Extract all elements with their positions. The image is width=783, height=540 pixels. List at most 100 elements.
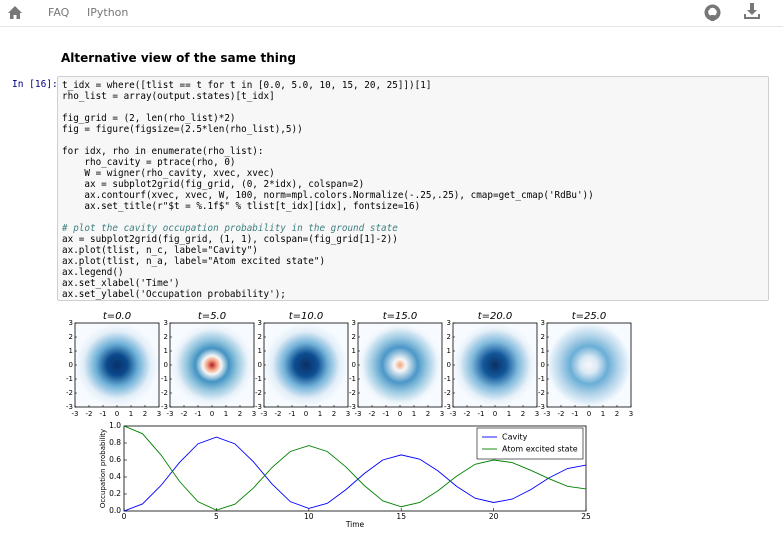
- x-tick-label: 2: [615, 410, 619, 418]
- figure: t=0.0-3-3-2-2-1-100112233t=5.0-3-3-2-2-1…: [66, 311, 633, 529]
- x-tick-label: 1: [412, 410, 416, 418]
- x-tick-label: 1: [129, 410, 133, 418]
- y-tick-label: -1: [66, 375, 73, 383]
- x-tick-label: -1: [572, 410, 579, 418]
- legend-label: Cavity: [502, 433, 528, 442]
- x-tick-label: 20: [489, 512, 499, 521]
- y-tick-label: -2: [349, 389, 356, 397]
- wigner-plot: [263, 322, 349, 408]
- y-tick-label: 0.6: [109, 455, 121, 464]
- code-line: for idx, rho in enumerate(rho_list):: [62, 146, 264, 157]
- x-tick-label: 10: [304, 512, 314, 521]
- code-line: rho_list = array(output.states)[t_idx]: [62, 91, 275, 102]
- code-line: ax = subplot2grid(fig_grid, (1, 1), cols…: [62, 234, 398, 245]
- x-tick-label: -3: [355, 410, 362, 418]
- x-tick-label: 2: [238, 410, 242, 418]
- y-tick-label: 2: [69, 333, 73, 341]
- panel-title: t=5.0: [198, 311, 226, 322]
- code-line: ax.legend(): [62, 267, 124, 278]
- x-tick-label: -1: [289, 410, 296, 418]
- x-tick-label: 1: [601, 410, 605, 418]
- x-tick-label: 2: [426, 410, 430, 418]
- code-block: # plot the cavity occupation probability…: [62, 223, 764, 300]
- home-icon[interactable]: [7, 5, 23, 20]
- github-icon[interactable]: [704, 4, 721, 21]
- y-tick-label: 0.8: [109, 438, 121, 447]
- y-tick-label: -3: [161, 403, 168, 411]
- x-tick-label: 0: [493, 410, 497, 418]
- code-block: t_idx = where([tlist == t for t in [0.0,…: [62, 80, 764, 102]
- code-line: fig_grid = (2, len(rho_list)*2): [62, 113, 236, 124]
- x-tick-label: -1: [195, 410, 202, 418]
- wigner-plot: [546, 322, 632, 408]
- y-tick-label: -1: [444, 375, 451, 383]
- x-axis-label: Time: [345, 520, 365, 529]
- code-line: # plot the cavity occupation probability…: [62, 223, 398, 234]
- y-tick-label: 1: [164, 347, 168, 355]
- x-tick-label: 0: [587, 410, 591, 418]
- y-tick-label: -1: [538, 375, 545, 383]
- x-tick-label: 2: [143, 410, 147, 418]
- x-tick-label: 0: [115, 410, 119, 418]
- x-tick-label: 1: [224, 410, 228, 418]
- x-tick-label: -2: [558, 410, 565, 418]
- code-line: rho_cavity = ptrace(rho, 0): [62, 157, 236, 168]
- y-axis-label: Occupation probability: [99, 429, 107, 508]
- x-tick-label: 5: [214, 512, 219, 521]
- y-tick-label: 3: [69, 319, 73, 327]
- navbar: FAQ IPython: [0, 0, 783, 27]
- download-icon[interactable]: [743, 2, 761, 20]
- y-tick-label: 1: [258, 347, 262, 355]
- heading: Alternative view of the same thing: [61, 51, 296, 65]
- x-tick-label: 0: [398, 410, 402, 418]
- y-tick-label: -1: [255, 375, 262, 383]
- y-tick-label: 2: [258, 333, 262, 341]
- nav-link[interactable]: IPython: [87, 6, 129, 19]
- x-tick-label: 3: [157, 410, 161, 418]
- code-line: ax.plot(tlist, n_a, label="Atom excited …: [62, 256, 326, 267]
- series-line: [123, 436, 587, 512]
- y-tick-label: -3: [538, 403, 545, 411]
- y-tick-label: 0: [352, 361, 356, 369]
- y-tick-label: 1.0: [109, 421, 121, 430]
- y-tick-label: -1: [349, 375, 356, 383]
- y-tick-label: 3: [352, 319, 356, 327]
- y-tick-label: 3: [258, 319, 262, 327]
- nav-link[interactable]: FAQ: [48, 6, 70, 19]
- y-tick-label: 3: [164, 319, 168, 327]
- y-tick-label: 0.2: [109, 489, 121, 498]
- x-tick-label: -2: [464, 410, 471, 418]
- x-tick-label: -3: [450, 410, 457, 418]
- x-tick-label: -2: [275, 410, 282, 418]
- x-tick-label: -3: [544, 410, 551, 418]
- y-tick-label: 0: [69, 361, 73, 369]
- x-tick-label: 1: [507, 410, 511, 418]
- code-cell: t_idx = where([tlist == t for t in [0.0,…: [57, 76, 769, 301]
- legend-label: Atom excited state: [502, 445, 578, 454]
- y-tick-label: 1: [352, 347, 356, 355]
- y-tick-label: -2: [161, 389, 168, 397]
- y-tick-label: -3: [349, 403, 356, 411]
- y-tick-label: 2: [164, 333, 168, 341]
- x-tick-label: 3: [346, 410, 350, 418]
- y-tick-label: -3: [444, 403, 451, 411]
- x-tick-label: 2: [521, 410, 525, 418]
- panel-title: t=10.0: [289, 311, 324, 322]
- y-tick-label: 3: [447, 319, 451, 327]
- code-line: ax.set_title(r"$t = %.1f$" % tlist[t_idx…: [62, 201, 421, 212]
- y-tick-label: -1: [161, 375, 168, 383]
- y-tick-label: 2: [352, 333, 356, 341]
- x-tick-label: -1: [100, 410, 107, 418]
- y-tick-label: -2: [255, 389, 262, 397]
- series-line: [123, 425, 587, 511]
- y-tick-label: 2: [447, 333, 451, 341]
- wigner-plot: [357, 322, 443, 408]
- legend-box: [476, 427, 584, 460]
- code-block: fig_grid = (2, len(rho_list)*2) fig = fig…: [62, 113, 764, 135]
- y-tick-label: 0: [164, 361, 168, 369]
- x-tick-label: 3: [535, 410, 539, 418]
- y-tick-label: -3: [255, 403, 262, 411]
- y-tick-label: 0: [541, 361, 545, 369]
- y-tick-label: -2: [66, 389, 73, 397]
